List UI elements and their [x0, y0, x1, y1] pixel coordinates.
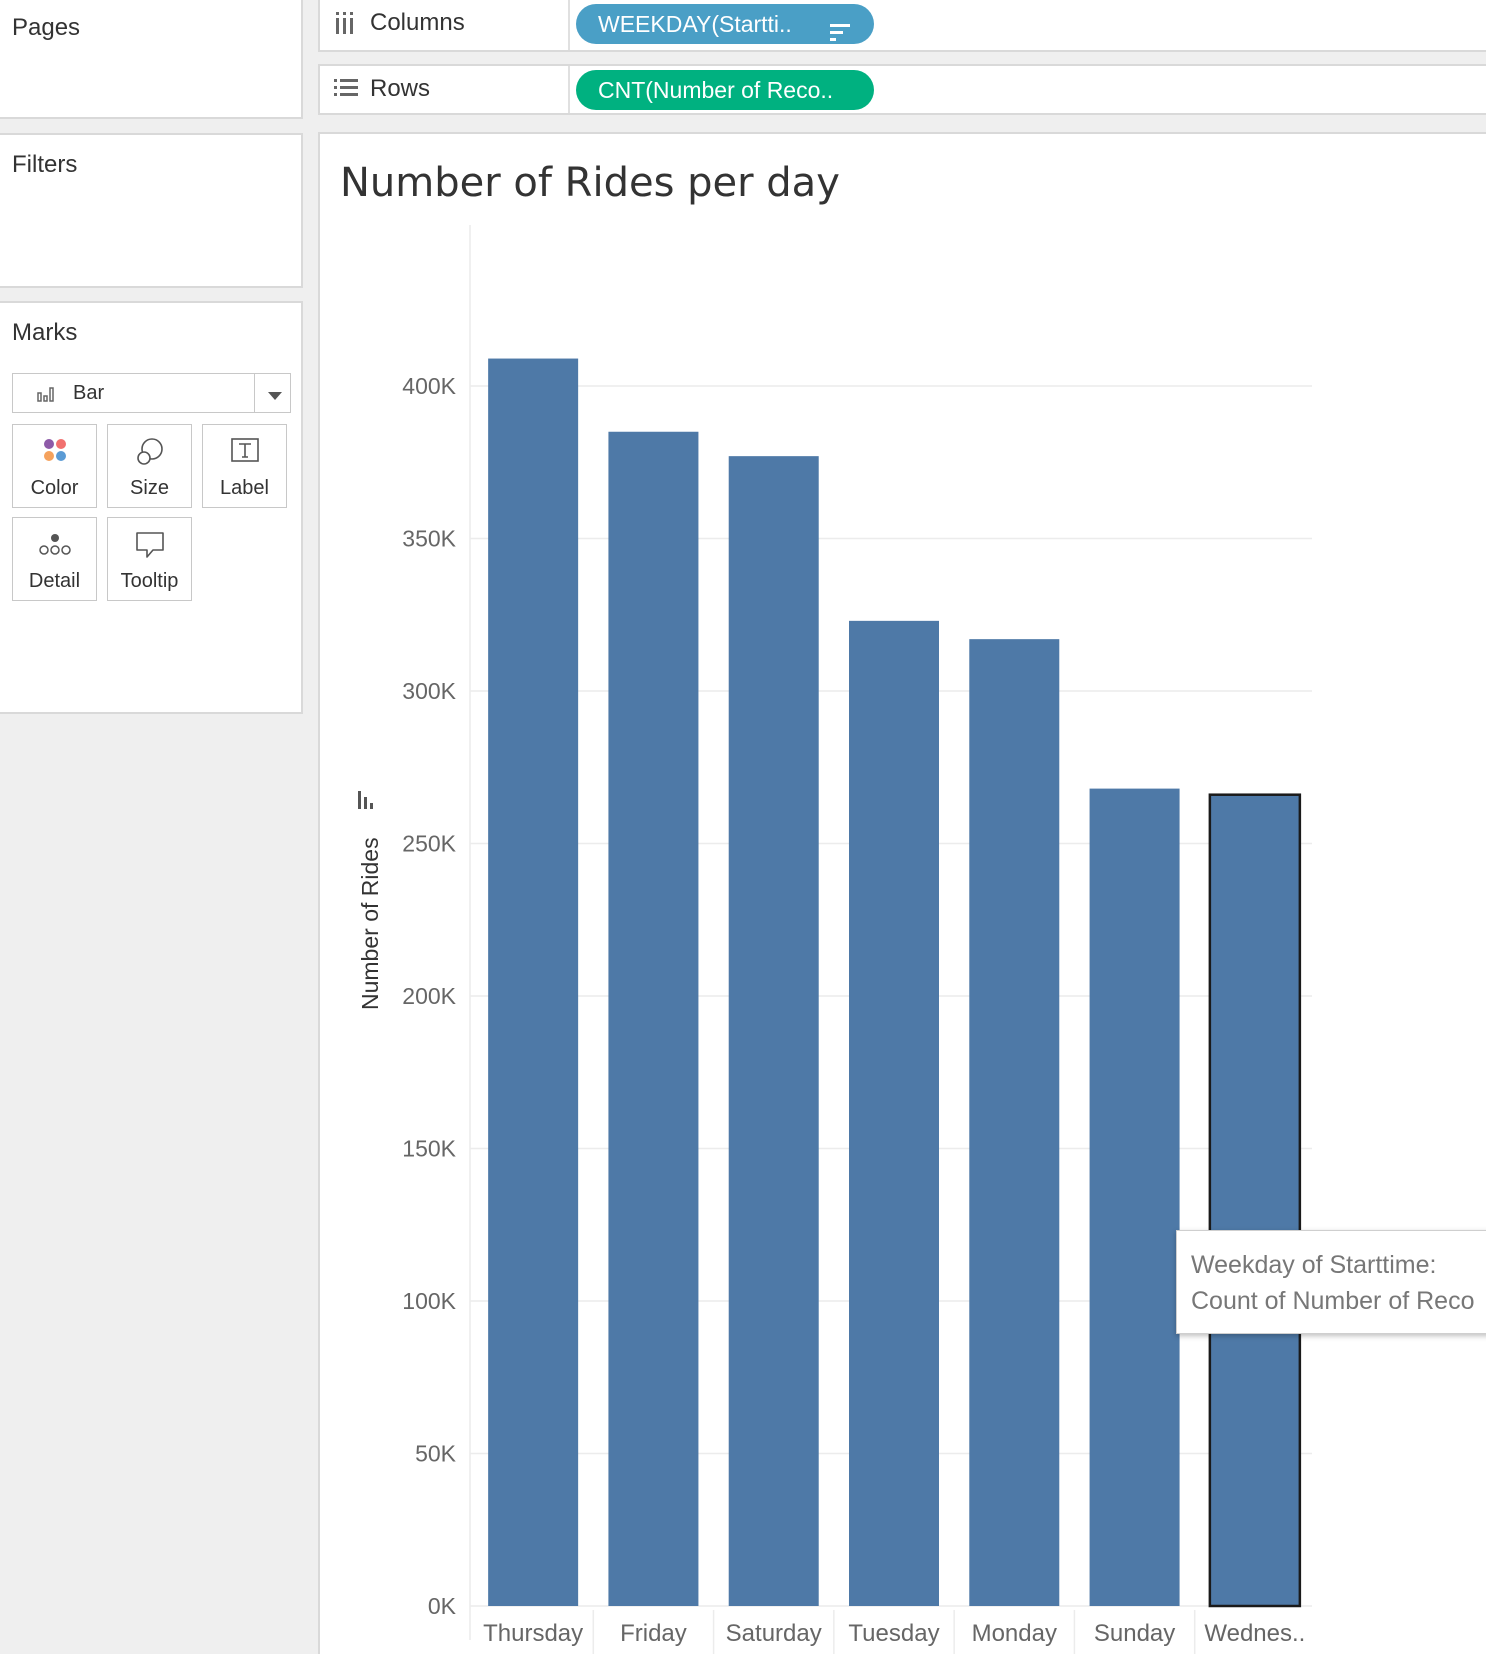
x-category-label[interactable]: Tuesday	[848, 1620, 939, 1647]
sort-descending-icon[interactable]	[830, 15, 852, 55]
color-dots-icon	[13, 437, 96, 471]
columns-shelf-label: Columns	[370, 9, 465, 36]
shelf-divider	[568, 66, 570, 113]
columns-icon	[334, 12, 356, 39]
chart-title: Number of Rides per day	[340, 160, 840, 206]
rows-shelf[interactable]: Rows CNT(Number of Reco..	[318, 64, 1486, 115]
bar[interactable]	[488, 358, 579, 1606]
marks-tooltip-button[interactable]: Tooltip	[107, 517, 192, 601]
weekday-pill[interactable]: WEEKDAY(Startti..	[576, 4, 874, 44]
marks-label-button[interactable]: Label	[202, 424, 287, 508]
marks-detail-label: Detail	[28, 570, 81, 592]
y-tick-label: 150K	[402, 1136, 456, 1162]
y-tick-label: 400K	[402, 373, 456, 399]
y-axis-title[interactable]: Number of Rides	[357, 837, 383, 1010]
marks-title: Marks	[12, 319, 78, 346]
tooltip-line-count: Count of Number of Reco	[1191, 1287, 1475, 1315]
bar[interactable]	[1208, 793, 1302, 1608]
y-tick-label: 200K	[402, 983, 456, 1009]
marks-color-button[interactable]: Color	[12, 424, 97, 508]
y-tick-label: 250K	[402, 831, 456, 857]
speech-bubble-icon	[108, 530, 191, 564]
mark-type-label: Bar	[73, 382, 105, 404]
axis-sort-icon[interactable]	[358, 791, 373, 809]
count-records-pill-label: CNT(Number of Reco..	[598, 77, 834, 103]
x-category-label[interactable]: Thursday	[483, 1620, 583, 1647]
bar[interactable]	[728, 456, 819, 1606]
text-label-icon	[203, 437, 286, 471]
bar[interactable]	[969, 639, 1060, 1606]
marks-size-label: Size	[130, 477, 169, 499]
dropdown-divider	[254, 374, 255, 412]
y-tick-label: 300K	[402, 678, 456, 704]
bar[interactable]	[608, 431, 699, 1606]
bar[interactable]	[849, 620, 939, 1606]
hover-tooltip: Weekday of Starttime: Count of Number of…	[1176, 1230, 1486, 1334]
marks-label-label: Label	[220, 477, 269, 499]
marks-card: Marks Bar Color	[0, 301, 303, 714]
y-tick-label: 100K	[402, 1288, 456, 1314]
size-bubbles-icon	[108, 437, 191, 471]
y-tick-label: 0K	[428, 1593, 457, 1619]
y-tick-label: 350K	[402, 526, 456, 552]
count-records-pill[interactable]: CNT(Number of Reco..	[576, 70, 874, 110]
x-category-label[interactable]: Saturday	[726, 1620, 822, 1647]
y-tick-label: 50K	[415, 1441, 457, 1467]
columns-shelf[interactable]: Columns WEEKDAY(Startti..	[318, 0, 1486, 52]
marks-detail-button[interactable]: Detail	[12, 517, 97, 601]
x-axis-labels: Thursday Friday Saturday Tuesday Monday Sunda…	[483, 1610, 1305, 1654]
detail-dots-icon	[13, 530, 96, 564]
rows-icon	[334, 78, 358, 103]
marks-color-label: Color	[30, 477, 79, 499]
y-axis-ticks: 0K 50K 100K 150K 200K 250K 300K 350K 400K	[402, 373, 456, 1619]
weekday-pill-label: WEEKDAY(Startti..	[598, 11, 792, 37]
chevron-down-icon[interactable]	[268, 388, 282, 406]
x-category-label[interactable]: Friday	[620, 1620, 687, 1647]
bar[interactable]	[1089, 788, 1180, 1606]
rows-shelf-label: Rows	[370, 75, 431, 102]
y-axis-title-group[interactable]: Number of Rides	[357, 791, 383, 1010]
x-category-label[interactable]: Monday	[972, 1620, 1057, 1647]
filters-card[interactable]: Filters	[0, 133, 303, 288]
pages-title: Pages	[12, 14, 81, 41]
marks-size-button[interactable]: Size	[107, 424, 192, 508]
bar-chart-icon	[37, 386, 57, 407]
x-category-label[interactable]: Wednes..	[1204, 1620, 1305, 1647]
tooltip-line-weekday: Weekday of Starttime:	[1191, 1251, 1437, 1279]
marks-tooltip-label: Tooltip	[120, 570, 179, 592]
mark-type-dropdown[interactable]: Bar	[12, 373, 291, 413]
filters-title: Filters	[12, 151, 78, 178]
x-category-label[interactable]: Sunday	[1094, 1620, 1175, 1647]
pages-card: Pages	[0, 0, 303, 119]
bars[interactable]	[488, 358, 1302, 1608]
shelf-divider	[568, 0, 570, 50]
